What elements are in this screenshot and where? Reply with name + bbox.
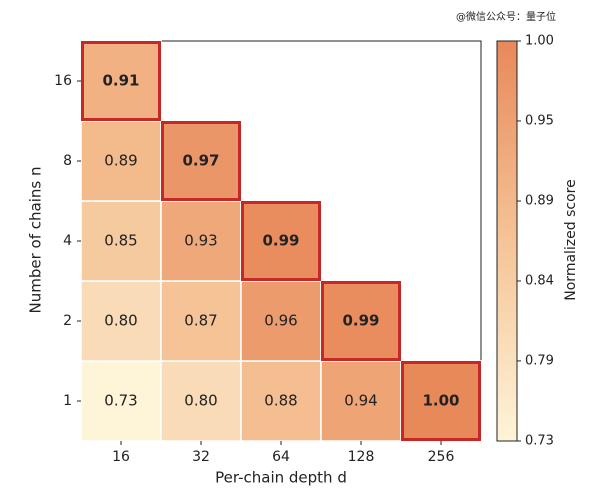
y-axis-label: Number of chains n xyxy=(27,167,45,314)
heatmap-cell xyxy=(160,200,242,282)
cell-value-label: 0.94 xyxy=(344,392,377,410)
y-tick-label: 4 xyxy=(63,233,72,249)
colorbar-tick-label: 0.89 xyxy=(525,194,554,209)
y-tick-label: 2 xyxy=(63,313,72,329)
cell-value-label: 0.97 xyxy=(182,152,219,170)
y-tick-label: 8 xyxy=(63,153,72,169)
x-tick-label: 64 xyxy=(272,449,290,465)
x-tick-label: 128 xyxy=(348,449,375,465)
cell-value-label: 0.87 xyxy=(184,312,217,330)
highlight-border xyxy=(401,361,481,441)
highlight-border xyxy=(241,201,321,281)
y-tick-label: 1 xyxy=(63,393,72,409)
watermark: @微信公众号：量子位 xyxy=(456,10,556,23)
x-axis-label: Per-chain depth d xyxy=(215,469,347,487)
y-tick-label: 16 xyxy=(54,73,72,89)
colorbar-tick-label: 0.84 xyxy=(525,273,554,288)
cell-value-label: 1.00 xyxy=(422,392,459,410)
heatmap-cell xyxy=(240,280,322,362)
x-tick-label: 32 xyxy=(192,449,210,465)
cell-value-label: 0.89 xyxy=(104,152,137,170)
cell-value-label: 0.99 xyxy=(342,312,379,330)
heatmap-cell xyxy=(160,280,242,362)
cell-value-label: 0.91 xyxy=(102,72,139,90)
colorbar xyxy=(496,40,518,442)
heatmap-cell xyxy=(80,280,162,362)
highlight-border xyxy=(161,121,241,201)
cell-value-label: 0.85 xyxy=(104,232,137,250)
cell-value-label: 0.73 xyxy=(104,392,137,410)
colorbar-tick-label: 0.73 xyxy=(525,434,554,449)
cell-value-label: 0.96 xyxy=(264,312,297,330)
highlight-border xyxy=(81,41,161,121)
colorbar-tick-label: 1.00 xyxy=(525,34,554,49)
heatmap-cell xyxy=(80,360,162,442)
heatmap-cell xyxy=(320,280,402,362)
x-tick-label: 256 xyxy=(428,449,455,465)
cell-value-label: 0.80 xyxy=(104,312,137,330)
cell-value-label: 0.88 xyxy=(264,392,297,410)
highlight-border xyxy=(321,281,401,361)
x-tick-label: 16 xyxy=(112,449,130,465)
cell-value-label: 0.99 xyxy=(262,232,299,250)
colorbar-tick-label: 0.79 xyxy=(525,353,554,368)
colorbar-tick-label: 0.95 xyxy=(525,113,554,128)
colorbar-label: Normalized score xyxy=(563,179,579,300)
cell-value-label: 0.80 xyxy=(184,392,217,410)
cell-value-label: 0.93 xyxy=(184,232,217,250)
